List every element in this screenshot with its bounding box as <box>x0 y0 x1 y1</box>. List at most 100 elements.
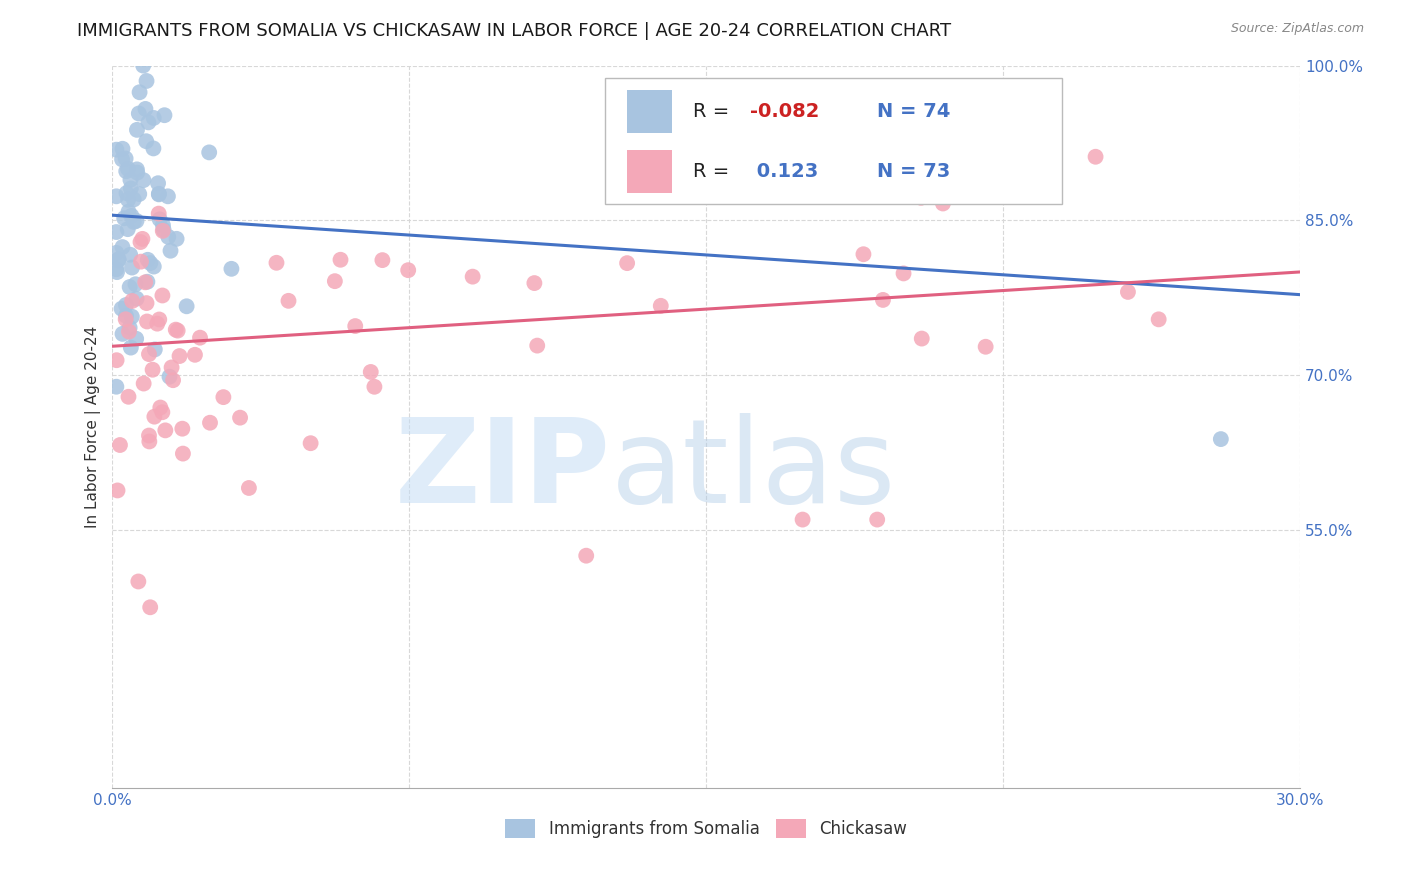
Point <box>107 253 129 268</box>
Point <box>852 247 875 261</box>
Point <box>329 252 352 267</box>
Point <box>988 185 1011 199</box>
Point <box>344 319 367 334</box>
Point <box>117 193 139 207</box>
Point <box>129 235 152 249</box>
Point <box>911 332 934 346</box>
Point <box>135 296 157 310</box>
Text: N = 73: N = 73 <box>877 162 950 181</box>
Point <box>132 173 155 187</box>
Point <box>136 275 159 289</box>
Point <box>146 317 169 331</box>
Point <box>176 299 198 313</box>
Point <box>1209 432 1232 446</box>
Point <box>148 206 170 220</box>
Point <box>169 349 191 363</box>
Point <box>866 512 889 526</box>
Text: R =: R = <box>693 162 735 181</box>
Point <box>121 310 143 324</box>
Point <box>125 162 148 177</box>
Point <box>221 261 243 276</box>
Point <box>152 224 174 238</box>
Point <box>129 254 152 268</box>
Point <box>152 288 174 302</box>
Point <box>143 409 166 424</box>
Point <box>142 260 165 274</box>
Point <box>120 181 142 195</box>
Point <box>166 232 188 246</box>
Point <box>127 165 149 179</box>
Point <box>360 365 382 379</box>
Point <box>111 326 134 341</box>
Point <box>148 187 170 202</box>
Point <box>363 380 385 394</box>
Point <box>238 481 260 495</box>
Point <box>166 324 188 338</box>
Point <box>105 245 128 260</box>
Point <box>872 293 894 307</box>
Point <box>105 189 128 203</box>
Point <box>932 196 955 211</box>
Point <box>105 380 128 394</box>
Point <box>142 111 165 125</box>
Point <box>138 347 160 361</box>
Point <box>105 225 128 239</box>
Point <box>153 108 176 122</box>
Point <box>128 106 150 120</box>
Point <box>125 123 148 137</box>
Point <box>142 141 165 155</box>
Point <box>299 436 322 450</box>
Point <box>150 405 173 419</box>
Point <box>650 299 672 313</box>
Point <box>198 145 221 160</box>
Point <box>139 256 162 270</box>
Point <box>115 164 138 178</box>
Point <box>910 191 932 205</box>
Point <box>122 215 145 229</box>
Point <box>120 341 142 355</box>
Point <box>461 269 484 284</box>
Point <box>139 600 162 615</box>
Legend: Immigrants from Somalia, Chickasaw: Immigrants from Somalia, Chickasaw <box>499 812 914 845</box>
Point <box>188 331 211 345</box>
Point <box>138 115 160 129</box>
Point <box>132 59 155 73</box>
Text: R =: R = <box>693 103 735 121</box>
Point <box>157 230 180 244</box>
Point <box>523 276 546 290</box>
Point <box>110 301 132 316</box>
Point <box>160 360 183 375</box>
Point <box>198 416 221 430</box>
Point <box>1084 150 1107 164</box>
Point <box>131 232 153 246</box>
Point <box>135 74 157 88</box>
Point <box>114 312 136 326</box>
Point <box>229 410 252 425</box>
Point <box>1116 285 1139 299</box>
Point <box>277 293 299 308</box>
Point <box>526 338 548 352</box>
Point <box>117 390 139 404</box>
Point <box>115 298 138 312</box>
Point <box>107 483 129 498</box>
FancyBboxPatch shape <box>627 150 672 194</box>
Point <box>128 85 150 99</box>
Point <box>1147 312 1170 326</box>
Point <box>616 256 638 270</box>
Point <box>120 173 142 187</box>
Point <box>755 152 778 166</box>
Point <box>152 218 174 232</box>
Point <box>105 353 128 368</box>
Point <box>138 428 160 442</box>
Point <box>692 108 714 122</box>
Point <box>323 274 346 288</box>
Point <box>121 260 143 275</box>
Point <box>159 369 181 384</box>
Point <box>128 187 150 202</box>
Point <box>172 422 194 436</box>
Point <box>122 193 145 207</box>
Point <box>396 263 419 277</box>
Point <box>111 153 134 167</box>
Point <box>121 209 143 223</box>
Point <box>125 332 148 346</box>
